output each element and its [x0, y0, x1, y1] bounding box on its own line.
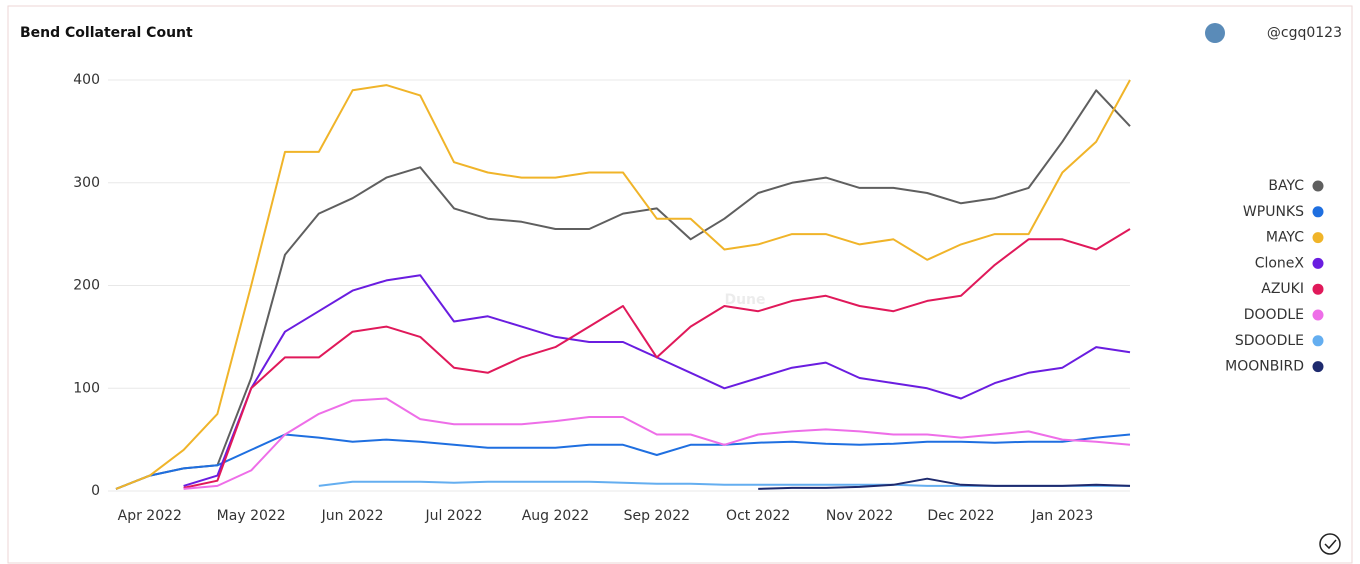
x-tick-label: Aug 2022	[522, 508, 589, 524]
legend-label: MAYC	[1266, 230, 1304, 246]
x-tick-label: Oct 2022	[726, 508, 790, 524]
x-tick-label: Dec 2022	[927, 508, 994, 524]
x-tick-label: Jun 2022	[321, 508, 384, 524]
y-tick-label: 400	[73, 72, 100, 88]
legend-marker	[1312, 232, 1324, 244]
legend-label: MOONBIRD	[1225, 359, 1304, 375]
legend-label: BAYC	[1268, 178, 1304, 194]
legend-marker	[1312, 206, 1324, 218]
x-tick-label: May 2022	[217, 508, 286, 524]
x-tick-label: Jul 2022	[425, 508, 483, 524]
x-tick-label: Jan 2023	[1031, 508, 1094, 524]
author: @cgq0123	[1267, 25, 1342, 41]
series-line	[115, 89, 1131, 490]
x-tick-label: Sep 2022	[624, 508, 690, 524]
x-tick-label: Nov 2022	[826, 508, 893, 524]
legend-label: DOODLE	[1244, 307, 1304, 323]
legend-marker	[1312, 335, 1324, 347]
series-line	[115, 79, 1131, 490]
y-tick-label: 100	[73, 380, 100, 396]
check-mark	[1324, 539, 1337, 550]
legend-marker	[1312, 283, 1324, 295]
legend-marker	[1312, 309, 1324, 321]
avatar	[1205, 23, 1225, 43]
series-line	[183, 397, 1131, 490]
legend-marker	[1312, 257, 1324, 269]
watermark: Dune	[724, 292, 765, 308]
x-tick-label: Apr 2022	[118, 508, 182, 524]
y-tick-label: 200	[73, 278, 100, 294]
legend-label: SDOODLE	[1235, 333, 1304, 349]
series-line	[758, 477, 1131, 490]
series-line	[183, 228, 1131, 489]
check-icon[interactable]	[1319, 533, 1341, 555]
legend-label: AZUKI	[1261, 281, 1304, 297]
legend-label: WPUNKS	[1243, 204, 1304, 220]
legend-marker	[1312, 180, 1324, 192]
chart-title: Bend Collateral Count	[20, 25, 193, 41]
card	[7, 5, 1353, 564]
y-tick-label: 0	[91, 483, 100, 499]
legend-marker	[1312, 361, 1324, 373]
legend-label: CloneX	[1255, 255, 1305, 271]
y-tick-label: 300	[73, 175, 100, 191]
